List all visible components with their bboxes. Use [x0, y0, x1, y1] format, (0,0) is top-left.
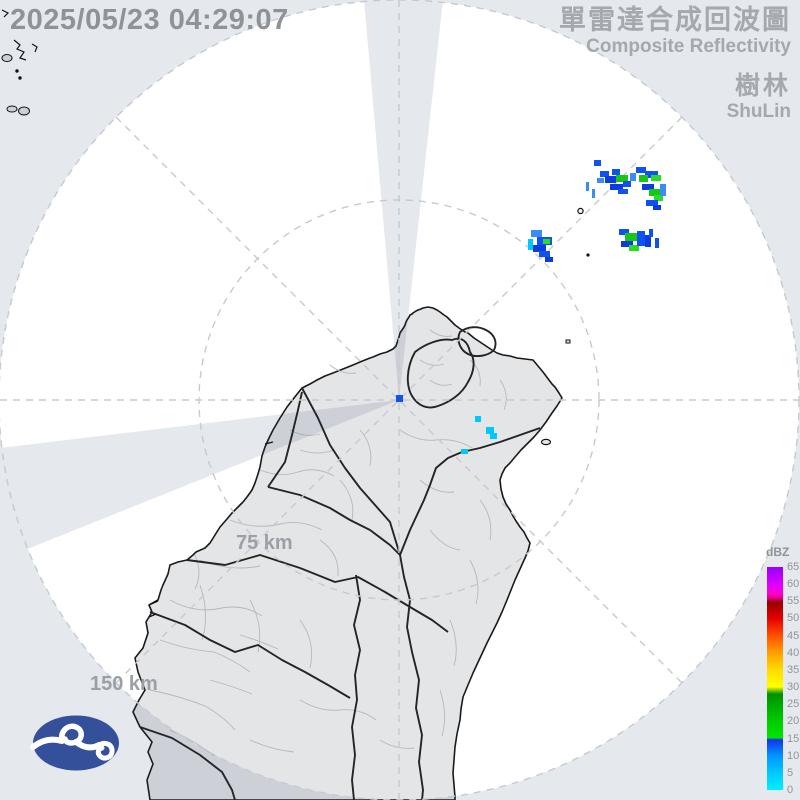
product-title-en: Composite Reflectivity: [586, 36, 791, 58]
ring-150km-label: 150 km: [90, 673, 158, 695]
echo-cell: [653, 205, 661, 210]
echo-cell: [545, 257, 553, 262]
echo-cell: [586, 182, 589, 191]
echo-cell: [539, 251, 550, 257]
colorbar-tick-25: 25: [787, 698, 800, 711]
echo-cell: [637, 231, 645, 246]
beam-blockage-wedges: [0, 0, 443, 560]
colorbar-tick-55: 55: [787, 595, 800, 608]
product-title-zh: 單雷達合成回波圖: [559, 5, 791, 35]
colorbar-tick-0: 0: [787, 784, 794, 796]
echo-cell: [597, 178, 604, 183]
echo-cell: [531, 230, 542, 237]
ring-75km: [198, 199, 600, 601]
echo-cell: [621, 241, 633, 247]
echo-cell: [654, 195, 663, 201]
echo-cell: [528, 239, 533, 250]
wsw-blockage-wedge: [0, 400, 399, 560]
guishan-island: [540, 438, 552, 446]
north-blockage-wedge: [364, 0, 443, 400]
offshore-islands: [1, 9, 590, 446]
echo-cell: [636, 167, 646, 173]
echo-cell: [623, 181, 631, 187]
echo-cell: [605, 176, 616, 183]
echo-cell: [592, 189, 595, 198]
colorbar-tick-40: 40: [787, 646, 800, 659]
ring-75km-label: 75 km: [236, 532, 293, 554]
station-name-zh: 樹林: [734, 72, 791, 101]
echo-cell: [475, 416, 481, 422]
colorbar-tick-50: 50: [787, 612, 800, 625]
mianhua-islet: [586, 253, 590, 257]
colorbar-tick-5: 5: [787, 766, 794, 779]
echo-cell: [630, 173, 636, 181]
echo-cell: [625, 233, 637, 241]
cwb-logo-wave: [30, 723, 115, 761]
echo-cell: [594, 160, 601, 166]
echo-cell: [629, 245, 639, 251]
township-boundaries: [149, 329, 507, 757]
echo-cell: [642, 184, 654, 190]
echo-cell: [645, 171, 658, 178]
title-block: 單雷達合成回波圖 Composite Reflectivity 樹林 ShuLi…: [559, 6, 791, 121]
colorbar-tick-30: 30: [787, 681, 800, 694]
echo-cell: [616, 175, 628, 182]
echo-cell: [649, 189, 661, 196]
echo-cell: [490, 433, 497, 439]
echo-cell: [651, 175, 661, 181]
colorbar-tick-10: 10: [787, 749, 800, 762]
keelung-islet: [565, 339, 571, 344]
colorbar-tick-20: 20: [787, 715, 800, 728]
echo-cell: [396, 395, 403, 402]
echo-cell: [660, 184, 666, 196]
echo-cell: [649, 229, 653, 237]
county-boundaries: [139, 326, 541, 800]
dbz-colorbar: 65 60 55 50 45 40 35 30 25 20 15 10 5 0: [767, 561, 799, 796]
echo-cell: [486, 427, 494, 434]
echo-cell: [543, 239, 550, 244]
echo-cell: [619, 229, 629, 235]
echo-cell: [639, 175, 648, 182]
station-name-en: ShuLin: [726, 100, 791, 122]
echo-cell: [645, 235, 651, 247]
echo-cell: [610, 184, 623, 190]
pengjia-islet: [577, 207, 584, 215]
colorbar-tick-65: 65: [787, 561, 800, 573]
timestamp: 2025/05/23 04:29:07: [10, 4, 289, 36]
colorbar-tick-45: 45: [787, 629, 800, 642]
echo-cell: [655, 238, 659, 248]
echo-cell: [646, 200, 658, 206]
echo-cell: [533, 245, 546, 252]
colorbar-tick-35: 35: [787, 663, 800, 676]
echo-cell: [612, 169, 620, 175]
colorbar-tick-60: 60: [787, 578, 800, 591]
taiwan-coastline: [132, 306, 563, 800]
colorbar-tick-15: 15: [787, 732, 800, 745]
colorbar-unit-label: dBZ: [766, 545, 790, 559]
matsu-islands: [1, 9, 38, 116]
radar-echoes: [396, 160, 666, 454]
cwb-logo: [30, 715, 119, 771]
echo-cell: [618, 189, 628, 194]
taiwan-landmass: [132, 306, 563, 800]
echo-cell: [600, 171, 609, 177]
echo-cell: [461, 449, 468, 454]
coastal-structures: [148, 441, 274, 618]
